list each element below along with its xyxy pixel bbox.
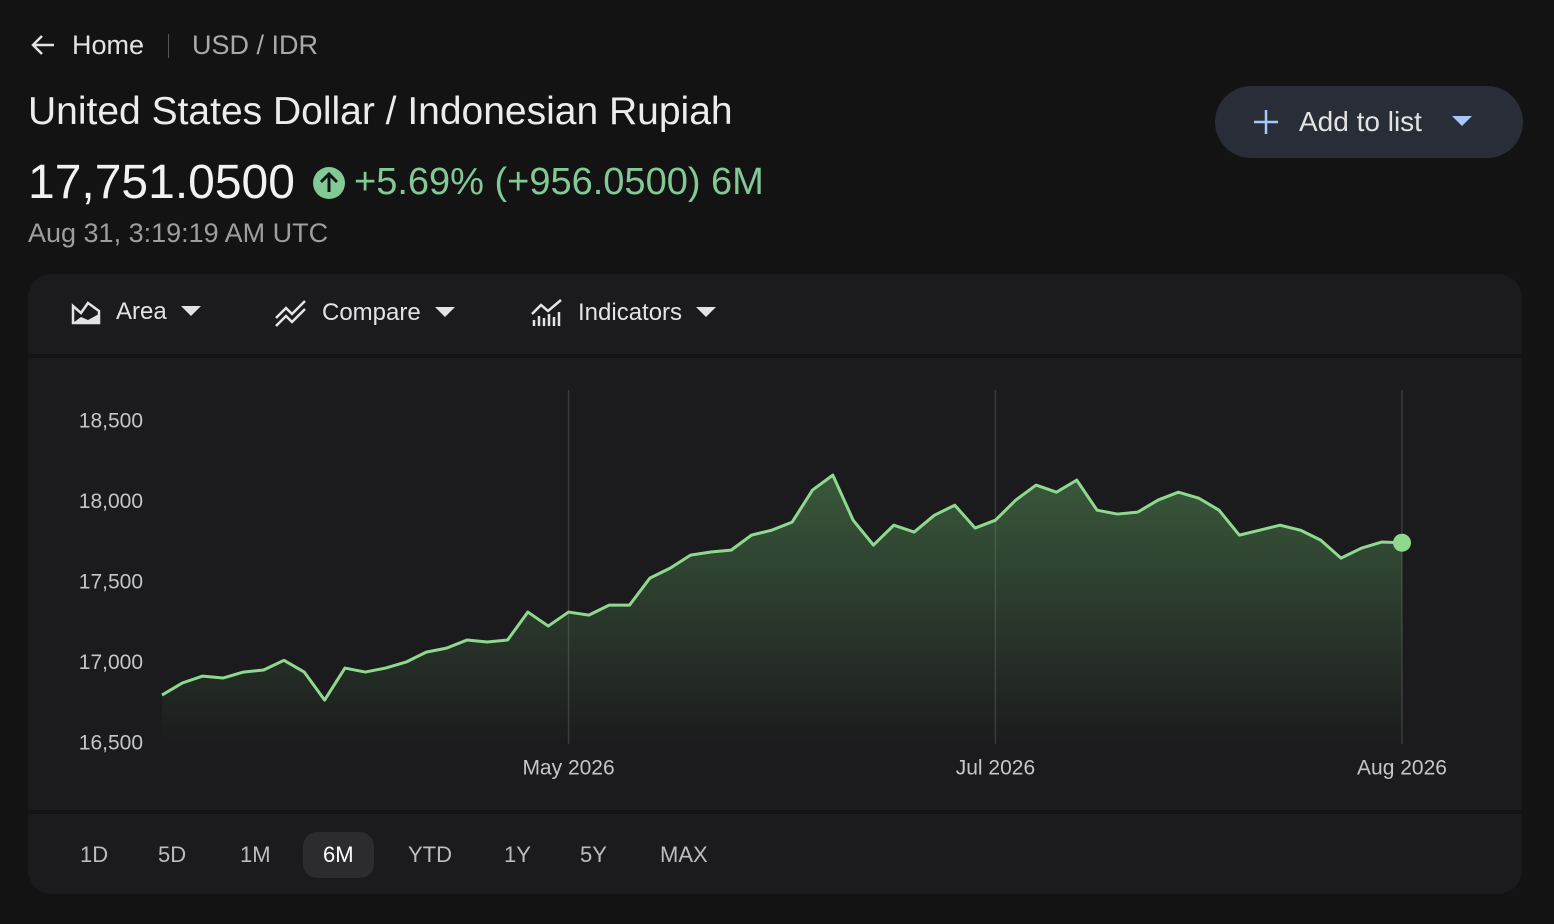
range-button[interactable]: 1M [240, 842, 271, 867]
range-button[interactable]: YTD [408, 842, 452, 867]
dropdown-arrow [434, 307, 455, 317]
toolbar [28, 274, 1522, 354]
price: 17,751.0500 [28, 156, 295, 209]
range-button[interactable]: 1Y [504, 842, 531, 867]
dropdown-arrow [696, 307, 717, 317]
add-to-list-button[interactable]: Add to list [1215, 86, 1523, 158]
tool-label: Indicators [578, 299, 683, 326]
tool-label: Area [116, 298, 167, 325]
up-icon [313, 167, 345, 199]
range-button[interactable]: 6M [303, 832, 374, 878]
compare-tool[interactable]: Compare [274, 298, 455, 328]
indicators-tool[interactable]: Indicators [530, 298, 717, 328]
range-button[interactable]: MAX [660, 842, 708, 867]
plus-icon [1254, 110, 1278, 134]
compare-icon [275, 300, 306, 327]
range-button[interactable]: 5D [158, 842, 187, 867]
range-button[interactable]: 1D [80, 842, 109, 867]
timestamp: Aug 31, 3:19:19 AM UTC [28, 218, 329, 248]
dropdown-arrow [1451, 116, 1472, 126]
home-link[interactable]: Home [72, 30, 145, 60]
range-button[interactable]: 5Y [580, 842, 607, 867]
indicators-icon [531, 299, 562, 326]
dropdown-arrow [180, 306, 201, 316]
area-icon [71, 301, 101, 325]
range-bar [28, 814, 1522, 894]
area-tool[interactable]: Area [70, 298, 201, 326]
title: United States Dollar / Indonesian Rupiah [28, 90, 733, 133]
chart-panel [28, 358, 1522, 810]
button-label: Add to list [1299, 106, 1422, 137]
separator [168, 34, 169, 58]
change: +5.69% (+956.0500) 6M [354, 161, 764, 203]
tool-label: Compare [322, 299, 421, 326]
back-arrow[interactable] [30, 32, 56, 58]
breadcrumb: USD / IDR [192, 30, 319, 60]
